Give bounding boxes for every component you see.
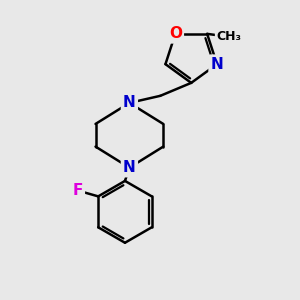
Text: O: O	[169, 26, 182, 41]
Text: CH₃: CH₃	[217, 30, 242, 43]
Text: N: N	[123, 160, 136, 175]
Text: N: N	[123, 95, 136, 110]
Text: N: N	[211, 57, 224, 72]
Text: F: F	[72, 183, 83, 198]
